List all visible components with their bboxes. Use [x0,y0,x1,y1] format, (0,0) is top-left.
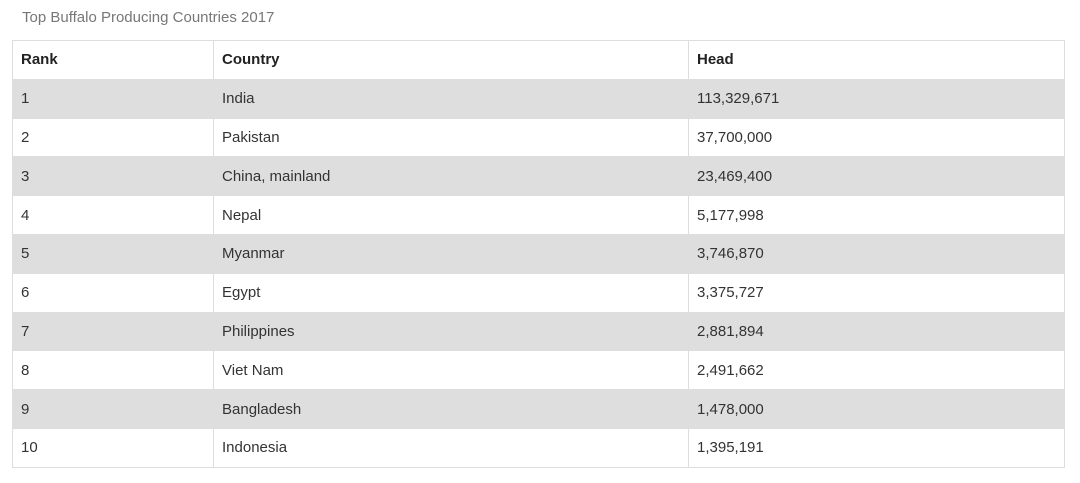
table-row: 9 Bangladesh 1,478,000 [12,389,1065,429]
rank-cell: 3 [12,156,214,197]
country-cell: Egypt [213,272,689,313]
table-row: 1 India 113,329,671 [12,78,1065,119]
column-header-head: Head [688,40,1065,80]
rank-cell: 2 [12,117,214,158]
country-cell: Pakistan [213,117,689,158]
rank-cell: 9 [12,389,214,429]
column-header-country: Country [213,40,689,80]
table-row: 3 China, mainland 23,469,400 [12,156,1065,197]
country-cell: Viet Nam [213,350,689,391]
country-cell: Indonesia [213,427,689,468]
rank-cell: 10 [12,427,214,468]
country-cell: Myanmar [213,233,689,274]
head-cell: 23,469,400 [688,156,1065,197]
rank-cell: 5 [12,233,214,274]
rank-cell: 4 [12,195,214,235]
header-row: Rank Country Head [12,40,1065,80]
buffalo-table: Rank Country Head 1 India 113,329,671 2 … [12,40,1065,468]
country-cell: Philippines [213,311,689,352]
table-row: 7 Philippines 2,881,894 [12,311,1065,352]
head-cell: 3,375,727 [688,272,1065,313]
column-header-rank: Rank [12,40,214,80]
country-cell: China, mainland [213,156,689,197]
head-cell: 113,329,671 [688,78,1065,119]
rank-cell: 8 [12,350,214,391]
table-row: 6 Egypt 3,375,727 [12,272,1065,313]
rank-cell: 6 [12,272,214,313]
head-cell: 37,700,000 [688,117,1065,158]
table-row: 4 Nepal 5,177,998 [12,195,1065,235]
head-cell: 1,478,000 [688,389,1065,429]
head-cell: 2,491,662 [688,350,1065,391]
country-cell: Nepal [213,195,689,235]
head-cell: 5,177,998 [688,195,1065,235]
country-cell: Bangladesh [213,389,689,429]
head-cell: 3,746,870 [688,233,1065,274]
rank-cell: 7 [12,311,214,352]
country-cell: India [213,78,689,119]
table-row: 2 Pakistan 37,700,000 [12,117,1065,158]
rank-cell: 1 [12,78,214,119]
table-row: 8 Viet Nam 2,491,662 [12,350,1065,391]
table-caption: Top Buffalo Producing Countries 2017 [22,9,275,26]
head-cell: 1,395,191 [688,427,1065,468]
table-row: 10 Indonesia 1,395,191 [12,427,1065,468]
data-table-container: Rank Country Head 1 India 113,329,671 2 … [12,40,1065,468]
head-cell: 2,881,894 [688,311,1065,352]
table-row: 5 Myanmar 3,746,870 [12,233,1065,274]
